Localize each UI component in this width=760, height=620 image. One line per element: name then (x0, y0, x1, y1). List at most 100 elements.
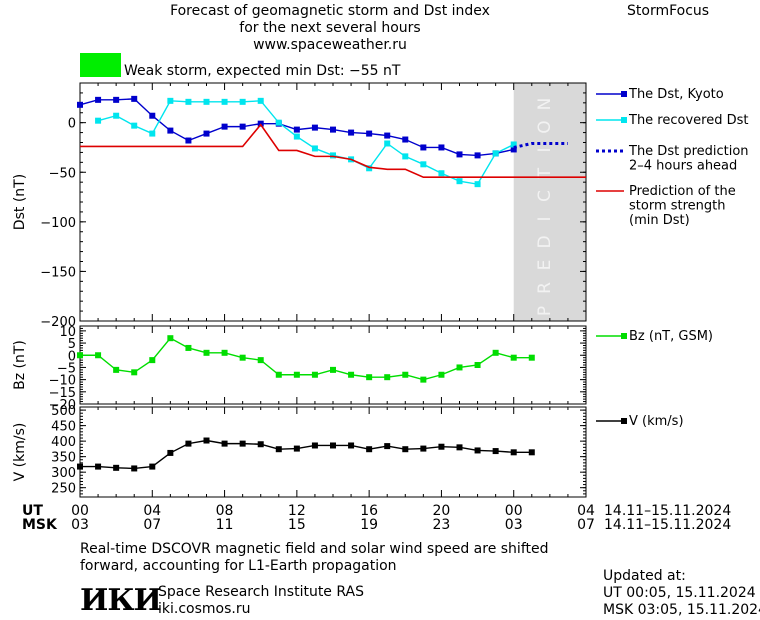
data-point (275, 119, 282, 126)
msk-axis-label: MSK (22, 517, 57, 533)
data-point (113, 96, 120, 103)
y-tick-label: 5 (68, 337, 76, 352)
prediction-letter: P (535, 306, 555, 316)
data-point (221, 98, 228, 105)
data-point (330, 126, 336, 133)
data-point (239, 440, 246, 447)
data-point (131, 465, 138, 472)
iki-logo: ИКИ (80, 583, 162, 618)
data-point (474, 447, 481, 454)
y-axis-label: Dst (nT) (12, 174, 28, 230)
prediction-letter: O (535, 120, 555, 133)
data-point (420, 376, 427, 383)
legend-marker (621, 117, 627, 123)
data-point (293, 126, 300, 133)
data-point (167, 127, 174, 134)
storm-status: Weak storm, expected min Dst: −55 nT (124, 63, 401, 79)
y-axis-label: V (km/s) (12, 423, 28, 482)
data-point (221, 123, 228, 130)
data-point (95, 463, 102, 470)
data-point (438, 170, 445, 177)
legend-label: (min Dst) (629, 213, 690, 228)
msk-tick-label: 23 (432, 517, 451, 533)
data-point (366, 446, 373, 453)
chart-title-line1: Forecast of geomagnetic storm and Dst in… (170, 3, 490, 19)
ut-tick-label: 04 (577, 503, 595, 519)
legend-marker (621, 91, 627, 97)
data-point (149, 112, 156, 119)
ut-date-range: 14.11–15.11.2024 (604, 503, 732, 519)
legend-label: Prediction of the (629, 184, 736, 199)
data-point (275, 446, 282, 453)
y-tick-label: −200 (40, 315, 76, 330)
propagation-note-line1: Real-time DSCOVR magnetic field and sola… (80, 541, 549, 557)
data-point (528, 354, 535, 361)
y-tick-label: 400 (51, 435, 76, 450)
msk-date-range: 14.11–15.11.2024 (604, 517, 732, 533)
y-tick-label: 500 (51, 404, 76, 419)
y-tick-label: 350 (51, 451, 76, 466)
data-point (149, 357, 156, 364)
data-point (77, 352, 83, 359)
prediction-letter: R (535, 282, 555, 294)
data-point (420, 144, 427, 151)
data-point (185, 344, 192, 351)
data-point (311, 124, 318, 131)
data-point (131, 369, 138, 376)
data-point (293, 133, 300, 140)
brand-name: StormFocus (627, 3, 710, 19)
data-point (257, 97, 264, 104)
msk-tick-label: 03 (504, 517, 523, 533)
data-point (456, 364, 463, 371)
data-point (402, 446, 409, 453)
data-point (510, 146, 517, 153)
legend-label: The Dst prediction (628, 144, 749, 159)
series-line (97, 100, 515, 185)
msk-tick-label: 15 (287, 517, 306, 533)
data-point (438, 443, 445, 450)
legend-label: 2–4 hours ahead (629, 159, 737, 174)
legend: The Dst, Kyoto The recovered Dst The Dst p… (596, 87, 749, 429)
data-point (402, 153, 409, 160)
data-point (492, 349, 499, 356)
data-point (77, 101, 83, 108)
y-tick-label: −150 (40, 265, 76, 280)
y-tick-label: 0 (68, 117, 76, 132)
series-line (80, 337, 532, 381)
y-axis-label: Bz (nT) (12, 340, 28, 390)
website-link[interactable]: www.spaceweather.ru (253, 37, 407, 53)
data-point (185, 137, 192, 144)
ut-tick-label: 04 (143, 503, 162, 519)
data-point (113, 464, 120, 471)
data-point (113, 366, 120, 373)
legend-label: storm strength (629, 199, 726, 214)
legend-label: The recovered Dst (628, 113, 748, 128)
data-point (384, 140, 391, 147)
data-point (239, 123, 246, 130)
propagation-note-line2: forward, accounting for L1-Earth propaga… (80, 558, 397, 574)
data-point (203, 130, 210, 137)
data-point (239, 354, 246, 361)
msk-tick-label: 11 (215, 517, 234, 533)
y-tick-label: 250 (51, 482, 76, 497)
data-point (221, 349, 228, 356)
data-point (311, 371, 318, 378)
data-point (366, 130, 373, 137)
data-point (474, 362, 481, 368)
data-point (330, 152, 336, 159)
institute-website[interactable]: iki.cosmos.ru (158, 601, 251, 617)
data-point (167, 97, 174, 104)
data-point (275, 371, 282, 378)
msk-tick-label: 03 (71, 517, 89, 533)
data-point (348, 442, 355, 449)
data-point (239, 98, 246, 105)
legend-label: The Dst, Kyoto (628, 87, 724, 102)
data-point (203, 349, 210, 356)
data-point (438, 371, 445, 378)
updated-ut: UT 00:05, 15.11.2024 (603, 585, 756, 601)
data-point (221, 440, 228, 447)
y-tick-label: −5 (57, 361, 76, 376)
data-point (492, 150, 499, 157)
data-point (528, 449, 535, 456)
